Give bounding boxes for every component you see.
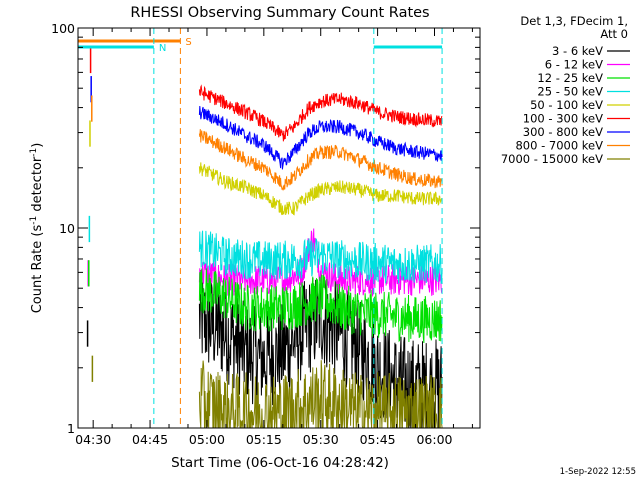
x-tick-label-0: 04:30 [75, 432, 111, 447]
series-7-trace [198, 129, 443, 192]
flag-label-0: N [159, 43, 166, 54]
series-4-trace [198, 162, 443, 216]
series-2 [88, 260, 443, 344]
legend-label-4: 50 - 100 keV [530, 98, 603, 112]
y-axis-label-part1: Count Rate (s [30, 225, 45, 314]
y-axis-label: Count Rate (s-1 detector-1) [29, 143, 45, 314]
legend-label-0: 3 - 6 keV [552, 44, 603, 58]
y-tick-label-0: 1 [67, 421, 75, 436]
flag-layer: NS [78, 28, 443, 428]
footer-date: 1-Sep-2022 12:55 [560, 467, 636, 477]
x-tick-label-1: 04:45 [132, 432, 168, 447]
y-axis-label-part2: detector [30, 156, 45, 216]
x-tick-label-4: 05:30 [303, 432, 339, 447]
series-5-trace [198, 84, 443, 142]
x-tick-label-2: 05:00 [189, 432, 225, 447]
legend-label-6: 300 - 800 keV [523, 125, 603, 139]
legend-header-line1: Det 1,3, FDecim 1, [520, 14, 628, 28]
legend-label-3: 25 - 50 keV [537, 85, 603, 99]
legend-label-7: 800 - 7000 keV [515, 139, 603, 153]
legend-label-5: 100 - 300 keV [523, 112, 603, 126]
series-8 [91, 355, 443, 429]
series-layer [86, 46, 443, 429]
flag-label-2: S [185, 37, 191, 48]
x-tick-label-3: 05:15 [246, 432, 282, 447]
x-axis-label: Start Time (06-Oct-16 04:28:42) [171, 455, 389, 471]
y-axis-label-part3: ) [30, 143, 45, 148]
series-3-trace [198, 230, 443, 284]
legend-header-line2: Att 0 [600, 27, 628, 41]
series-3 [88, 215, 443, 284]
legend-label-8: 7000 - 15000 keV [501, 152, 603, 166]
chart-title: RHESSI Observing Summary Count Rates [130, 5, 429, 21]
series-6-trace [198, 105, 443, 170]
axis-layer: 04:30 04:45 05:00 05:15 05:30 05:45 06:00 1 10 10… [51, 21, 480, 447]
x-tick-label-5: 05:45 [360, 432, 396, 447]
series-2-trace [198, 268, 443, 344]
x-tick-label-6: 06:00 [416, 432, 452, 447]
series-6 [90, 76, 443, 170]
series-8-trace [198, 360, 443, 429]
y-axis-label-sup2: -1 [29, 148, 39, 157]
y-tick-label-1: 10 [59, 221, 75, 236]
legend-label-1: 6 - 12 keV [545, 58, 603, 72]
legend-label-2: 12 - 25 keV [537, 71, 603, 85]
series-5 [89, 46, 443, 142]
y-axis-label-sup1: -1 [29, 216, 39, 225]
y-tick-label-2: 100 [51, 21, 75, 36]
series-4 [89, 120, 443, 216]
series-7 [91, 95, 443, 192]
